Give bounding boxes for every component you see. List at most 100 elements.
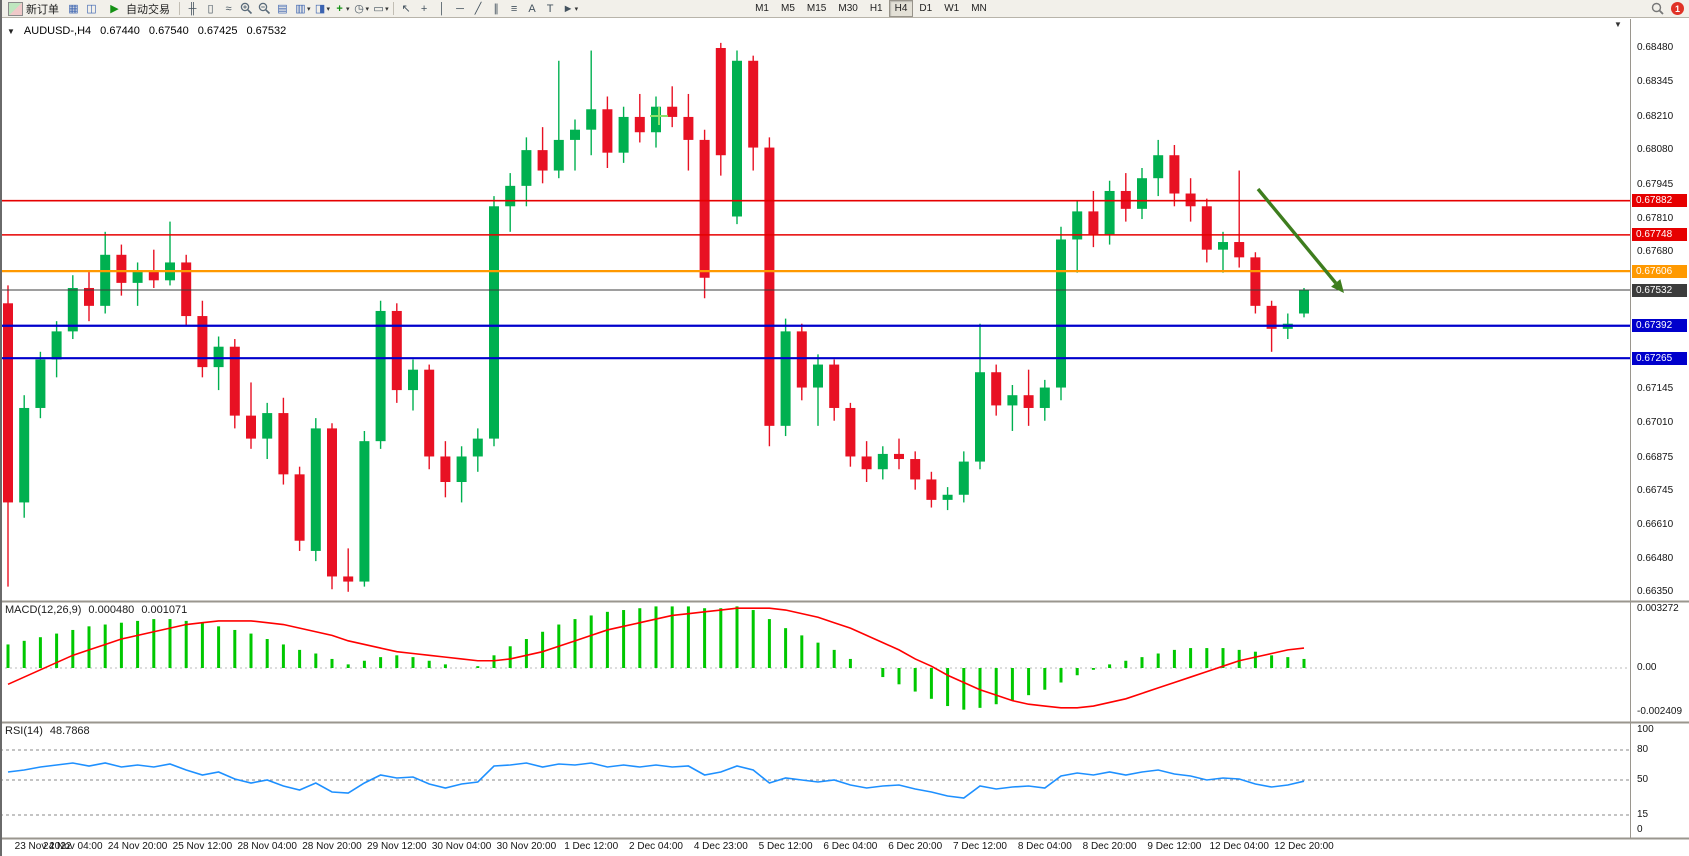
candle-up: [1137, 178, 1147, 209]
indicators-dropdown[interactable]: + ▾: [331, 1, 350, 17]
candle-up: [553, 139, 564, 171]
fibonacci-tool-icon[interactable]: ≡: [510, 2, 518, 15]
arrows-tool-dropdown[interactable]: ► ▾: [560, 1, 579, 17]
rsi-plot: [0, 749, 1630, 816]
candle-down: [116, 254, 127, 283]
candle-up: [780, 331, 791, 426]
new-order-button[interactable]: 新订单: [3, 1, 64, 17]
candle-down: [861, 456, 872, 470]
chevron-down-icon: ▾: [365, 5, 370, 13]
candle-up: [100, 254, 111, 306]
candle-up: [975, 372, 985, 462]
templates-dropdown[interactable]: ▭ ▾: [370, 1, 389, 17]
notification-badge[interactable]: 1: [1671, 2, 1684, 15]
candle-up: [19, 407, 30, 503]
candle-down: [1201, 206, 1212, 250]
low-value: 0.67425: [197, 25, 238, 37]
high-value: 0.67540: [148, 25, 189, 37]
candle-up: [1104, 190, 1115, 235]
new-chart-dropdown[interactable]: ▥ ▾: [292, 1, 310, 17]
timeframe-m1-button[interactable]: M1: [755, 3, 769, 14]
vertical-line-tool-icon[interactable]: │: [438, 2, 446, 15]
toolbar: 新订单 ▦ ◫ ▶ 自动交易 ╫ ▯ ≈ ▤ ▥ ▾ ◨ ▾ + ▾ ◷ ▾ ▭…: [0, 0, 1689, 18]
trendline-tool-icon[interactable]: ╱: [474, 2, 482, 15]
templates-icon: ▭: [373, 2, 384, 15]
auto-trading-label: 自动交易: [126, 3, 170, 16]
symbol-label: AUDUSD-,H4: [23, 25, 92, 37]
candle-down: [1266, 305, 1277, 329]
chevron-down-icon: ▾: [346, 5, 350, 13]
time-axis[interactable]: [0, 839, 1630, 856]
channel-tool-icon[interactable]: ∥: [493, 2, 499, 15]
candle-up: [51, 331, 62, 360]
timeframe-m15-button[interactable]: M15: [806, 3, 827, 14]
charts-grid-icon[interactable]: ▦: [68, 2, 79, 15]
candle-up: [1153, 155, 1164, 179]
candle-down: [991, 372, 1002, 406]
chevron-down-icon: ▾: [326, 5, 331, 13]
candle-up: [375, 310, 386, 442]
timeframe-h1-button[interactable]: H1: [869, 3, 883, 14]
timeframe-h4-button[interactable]: H4: [888, 0, 914, 17]
timeframe-mn-button[interactable]: MN: [971, 3, 987, 14]
rsi-line: [7, 762, 1305, 799]
chevron-down-icon: ▾: [385, 5, 389, 13]
macd-plot: [0, 606, 1630, 710]
zoom-out-icon[interactable]: [256, 1, 273, 17]
horizontal-lines: [0, 199, 1630, 360]
periods-dropdown[interactable]: ◷ ▾: [351, 1, 370, 17]
macd-signal-line: [7, 607, 1305, 709]
candle-up: [651, 106, 661, 133]
macd-signal-value: 0.001071: [141, 604, 188, 616]
timeframe-m30-button[interactable]: M30: [838, 3, 858, 14]
timeframe-toolbar: M1 M5 M15 M30 H1 H4 D1 W1 MN: [749, 0, 993, 17]
candle-down: [537, 150, 548, 171]
candle-down: [699, 139, 710, 278]
timeframe-d1-button[interactable]: D1: [919, 3, 933, 14]
candle-down: [796, 331, 807, 388]
candle-up: [1299, 290, 1309, 314]
label-tool-icon[interactable]: A: [528, 2, 536, 15]
timeframe-w1-button[interactable]: W1: [944, 3, 960, 14]
toolbar-separator: [392, 2, 394, 15]
line-chart-mode-icon[interactable]: ≈: [225, 2, 232, 15]
rsi-value: 48.7868: [49, 725, 90, 737]
candle-up: [877, 453, 888, 470]
candle-down: [764, 147, 775, 426]
zoom-in-icon[interactable]: [238, 1, 255, 17]
candlestick-mode-icon[interactable]: ▯: [207, 2, 214, 15]
price-axis[interactable]: [1631, 18, 1689, 838]
candle-down: [1023, 395, 1034, 408]
profiles-dropdown[interactable]: ◨ ▾: [312, 1, 331, 17]
symbol-dropdown-icon[interactable]: ▼: [7, 26, 15, 36]
candle-down: [1088, 211, 1099, 235]
horizontal-line-tool-icon[interactable]: ─: [456, 2, 464, 15]
tile-windows-icon[interactable]: ▤: [277, 2, 288, 15]
auto-trading-button[interactable]: ▶ 自动交易: [101, 1, 175, 17]
window-edge: [0, 0, 2, 856]
candle-up: [732, 60, 742, 217]
candle-up: [942, 494, 953, 500]
candle-up: [472, 438, 483, 457]
candle-up: [213, 346, 224, 368]
candle-down: [683, 116, 694, 140]
candle-up: [813, 364, 823, 388]
open-value: 0.67440: [100, 25, 140, 37]
rsi-label: RSI(14) 48.7868: [5, 725, 90, 737]
text-tool-icon[interactable]: T: [546, 2, 554, 15]
candle-up: [1007, 395, 1018, 406]
bar-chart-mode-icon[interactable]: ╫: [188, 2, 197, 15]
crosshair-tool-icon[interactable]: +: [420, 2, 428, 15]
timeframe-m5-button[interactable]: M5: [781, 3, 795, 14]
candle-down: [634, 116, 645, 133]
data-window-icon[interactable]: ◫: [86, 2, 97, 15]
chart-shift-marker: ▼: [1614, 20, 1622, 29]
chevron-down-icon: ▾: [574, 5, 579, 13]
macd-value: 0.000480: [88, 604, 135, 616]
search-icon[interactable]: [1649, 1, 1666, 17]
cursor-tool-icon[interactable]: ↖: [401, 2, 411, 15]
candle-up: [67, 287, 78, 332]
candle-down: [748, 60, 759, 148]
arrow-tool-icon: ►: [562, 2, 574, 15]
